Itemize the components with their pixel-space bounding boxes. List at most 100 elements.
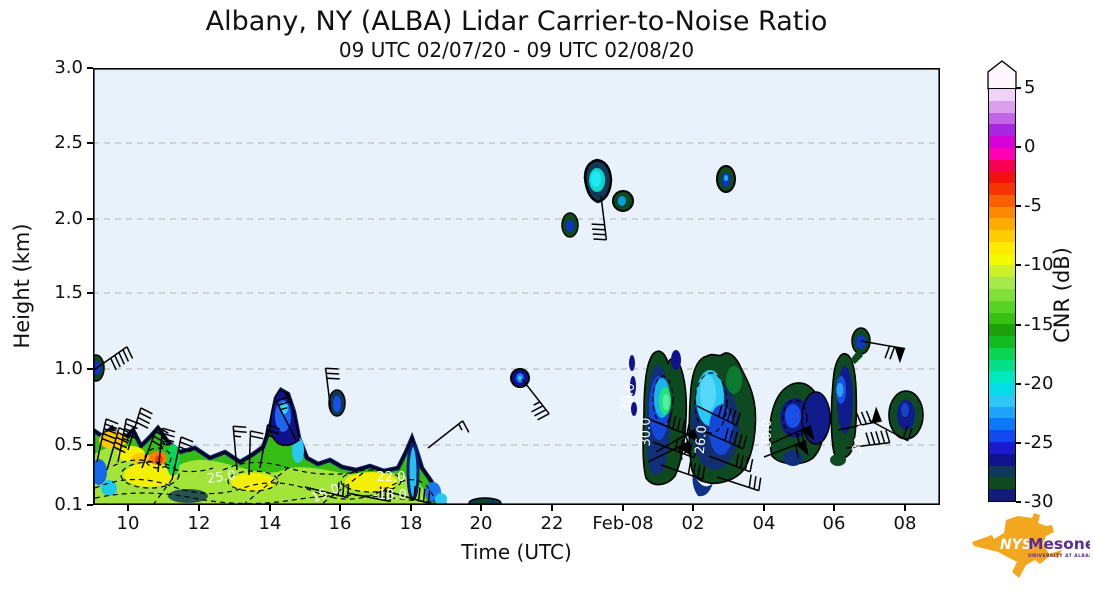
- colorbar-band: [989, 194, 1015, 207]
- wind-barb: [647, 441, 693, 463]
- x-tick-label: 20: [469, 513, 493, 534]
- y-tick-mark: [87, 67, 93, 69]
- x-tick-mark: [551, 505, 553, 511]
- colorbar-band: [989, 265, 1015, 278]
- colorbar-band: [989, 300, 1015, 313]
- colorbar-band: [989, 183, 1015, 195]
- x-tick-label: 12: [187, 513, 211, 534]
- wind-barb: [708, 453, 754, 473]
- logo-nys-text: NYS: [1000, 537, 1032, 553]
- colorbar-tick-label: 0: [1024, 136, 1036, 157]
- wind-barb: [845, 429, 891, 449]
- wind-barb: [346, 486, 392, 503]
- chart-subtitle: 09 UTC 02/07/20 - 09 UTC 02/08/20: [338, 38, 695, 62]
- colorbar-band: [989, 418, 1015, 431]
- colorbar-band: [989, 336, 1015, 348]
- colorbar-band: [989, 112, 1015, 125]
- x-tick-label: 08: [893, 513, 917, 534]
- x-tick-label: 04: [752, 513, 776, 534]
- x-tick-label: 18: [399, 513, 423, 534]
- colorbar-band: [989, 465, 1015, 478]
- y-tick-label: 2.0: [54, 208, 83, 229]
- x-tick-label: 16: [328, 513, 352, 534]
- wind-barb: [259, 423, 281, 469]
- plot-canvas: 25.015.0 -18.022.030.030.0 26.0 -30.0 30.0: [93, 68, 940, 505]
- contour-label: 30.0: [639, 418, 654, 447]
- y-tick-mark: [87, 292, 93, 294]
- colorbar-band: [989, 324, 1015, 337]
- colorbar-band: [989, 89, 1015, 101]
- wind-barb: [702, 427, 748, 450]
- wind-barb: [696, 403, 741, 426]
- blob-cloud-2315utc: [583, 158, 613, 204]
- wind-barb: [275, 396, 297, 441]
- wind-barb: [127, 407, 153, 451]
- colorbar-band: [989, 124, 1015, 137]
- y-tick-mark: [87, 444, 93, 446]
- wind-barb: [157, 427, 176, 473]
- blob-speck-0005utc: [612, 190, 634, 212]
- contour-label: 30.0: [619, 382, 639, 413]
- y-tick-label: 3.0: [54, 57, 83, 78]
- x-tick-label: 02: [681, 513, 705, 534]
- colorbar-tick-mark: [1016, 87, 1021, 89]
- x-tick-label: Feb-08: [592, 513, 654, 534]
- wind-barb: [763, 440, 809, 458]
- colorbar-band: [989, 136, 1015, 148]
- colorbar-band: [989, 359, 1015, 372]
- chart-title: Albany, NY (ALBA) Lidar Carrier-to-Noise…: [205, 6, 828, 37]
- x-tick-mark: [904, 505, 906, 511]
- wind-barb: [868, 419, 913, 442]
- colorbar-band: [989, 241, 1015, 254]
- colorbar-tick-label: -5: [1024, 195, 1042, 216]
- colorbar-band: [989, 453, 1015, 466]
- x-tick-mark: [763, 505, 765, 511]
- blob-speck-2230utc: [561, 212, 579, 238]
- colorbar-band: [989, 206, 1015, 219]
- wind-barb: [769, 425, 815, 445]
- y-tick-mark: [87, 504, 93, 506]
- colorbar-band: [989, 277, 1015, 290]
- y-axis-label: Height (km): [10, 223, 34, 349]
- colorbar-band: [989, 394, 1015, 407]
- nys-mesonet-logo: NYS Mesonet UNIVERSITY AT ALBANY: [972, 513, 1090, 578]
- y-tick-mark: [87, 368, 93, 370]
- wind-barb: [645, 414, 691, 436]
- plot-border: [93, 68, 940, 505]
- x-tick-mark: [622, 505, 624, 511]
- x-tick-mark: [480, 505, 482, 511]
- y-tick-label: 2.5: [54, 132, 83, 153]
- colorbar-band: [989, 371, 1015, 384]
- x-tick-label: 10: [116, 513, 140, 534]
- x-tick-label: 06: [822, 513, 846, 534]
- wind-barb: [324, 367, 340, 413]
- contour-label: -18.0: [373, 488, 407, 503]
- logo-mesonet-text: Mesonet: [1028, 535, 1090, 553]
- wind-barb: [96, 418, 119, 463]
- blob-speck-0205utc: [716, 165, 736, 193]
- colorbar-tick-mark: [1016, 264, 1021, 266]
- colorbar-tick-mark: [1016, 442, 1021, 444]
- wind-barb: [248, 430, 264, 476]
- wind-barb: [171, 436, 194, 481]
- x-tick-mark: [692, 505, 694, 511]
- wind-barb: [660, 461, 706, 481]
- ny-state-shape: [972, 513, 1062, 578]
- wind-barb: [232, 425, 247, 471]
- x-tick-mark: [269, 505, 271, 511]
- colorbar-tick-label: -20: [1024, 373, 1054, 394]
- x-tick-mark: [127, 505, 129, 511]
- x-axis-label: Time (UTC): [461, 540, 572, 564]
- colorbar-tick-label: -30: [1024, 491, 1054, 512]
- wind-barb: [93, 346, 134, 372]
- colorbar-tick-label: -10: [1024, 254, 1054, 275]
- contour-label: 25.0: [206, 468, 237, 487]
- colorbar: [988, 88, 1016, 502]
- colorbar-band: [989, 347, 1015, 360]
- contour-label: -30.0: [760, 419, 775, 453]
- x-tick-mark: [339, 505, 341, 511]
- colorbar-label: CNR (dB): [1050, 247, 1074, 343]
- wind-barb: [427, 420, 470, 449]
- contour-label: 22.0: [377, 470, 406, 485]
- colorbar-tick-mark: [1016, 146, 1021, 148]
